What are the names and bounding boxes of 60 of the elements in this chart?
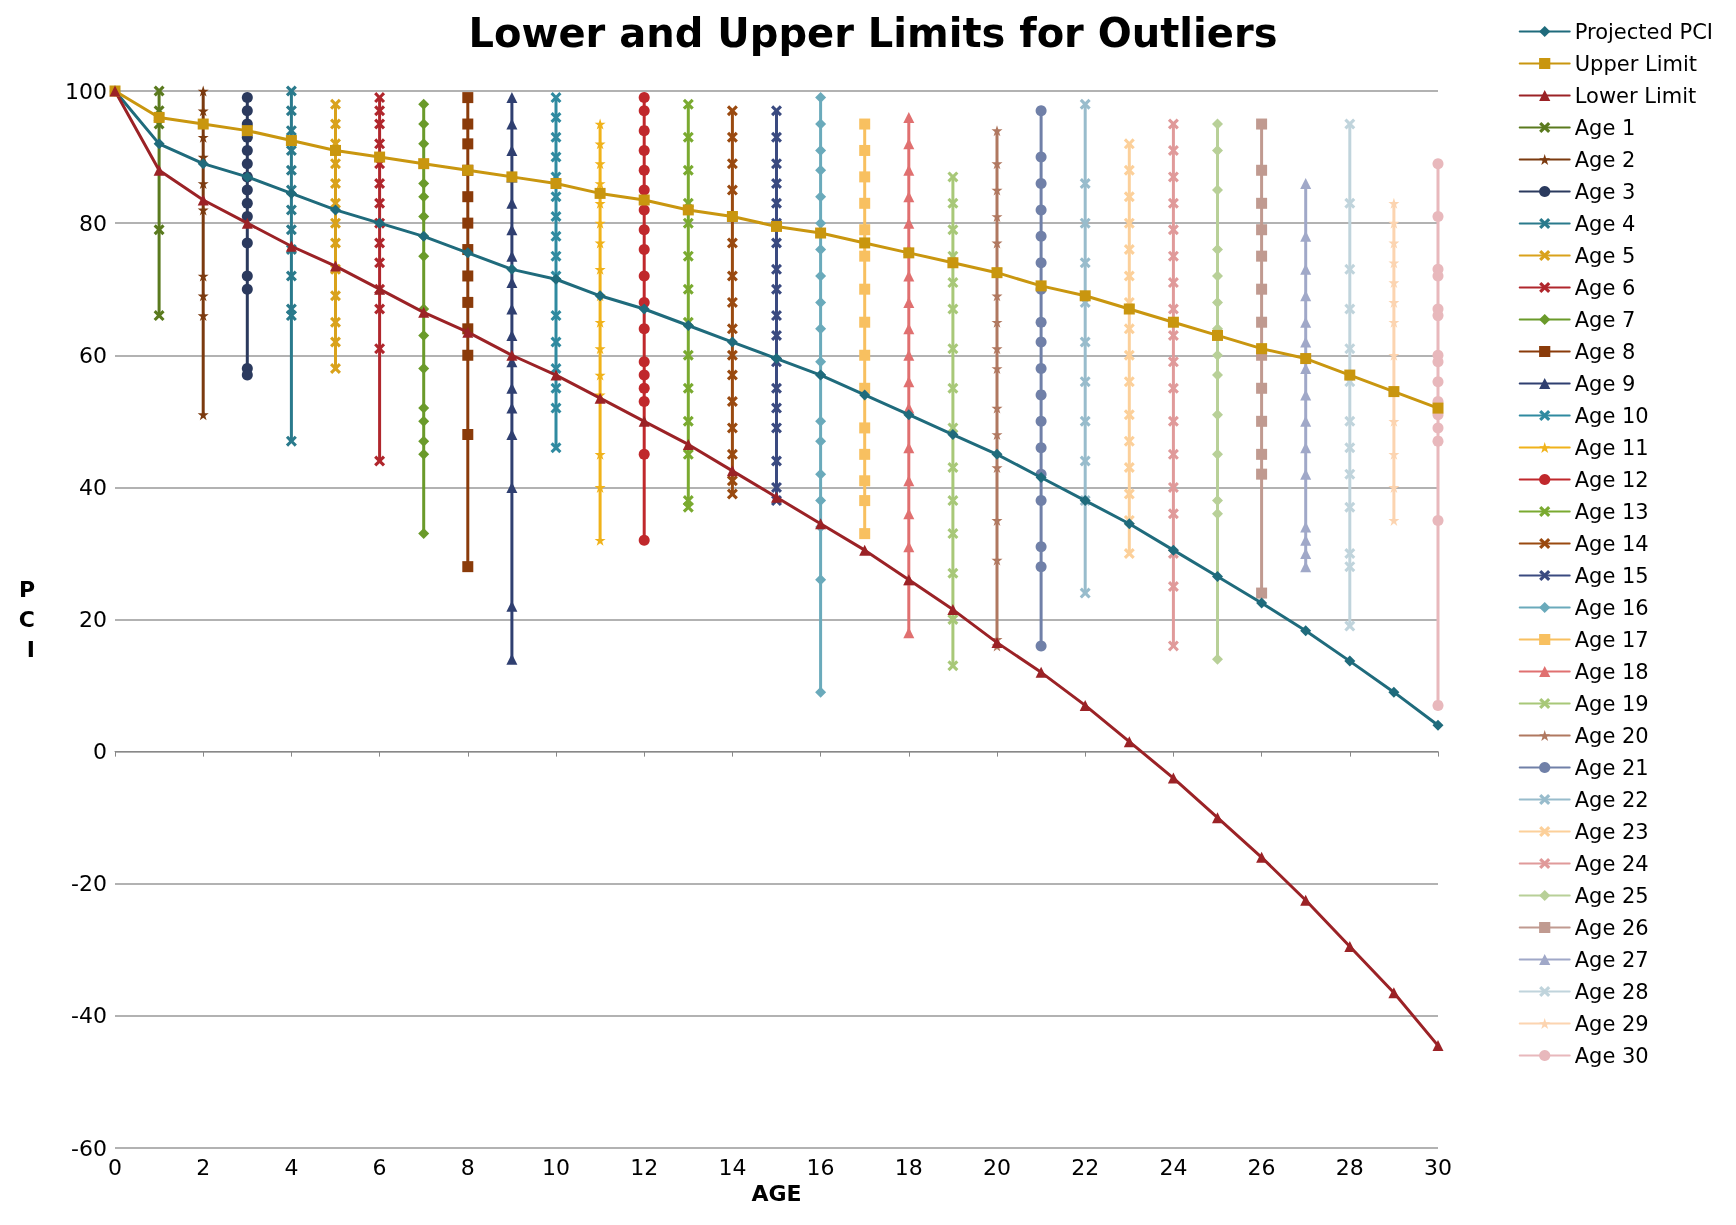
legend-label: Age 23 xyxy=(1574,819,1649,844)
legend-label: Age 10 xyxy=(1574,403,1649,428)
legend-label: Lower Limit xyxy=(1574,83,1697,108)
legend-label: Age 29 xyxy=(1574,1011,1649,1036)
y-axis-title: PCI xyxy=(18,577,35,662)
legend-label: Age 24 xyxy=(1574,851,1649,876)
chart-title: Lower and Upper Limits for Outliers xyxy=(468,10,1278,56)
x-tick-label: 18 xyxy=(894,1154,923,1180)
legend-label: Age 9 xyxy=(1574,371,1636,396)
legend-label: Age 17 xyxy=(1574,627,1649,652)
y-tick-label: 20 xyxy=(79,607,107,632)
legend-label: Age 27 xyxy=(1574,947,1649,972)
legend-label: Age 25 xyxy=(1574,883,1649,908)
legend-label: Age 22 xyxy=(1574,787,1649,812)
y-tick-label: -40 xyxy=(71,1003,107,1029)
x-tick-label: 22 xyxy=(1071,1154,1100,1180)
legend-label: Age 19 xyxy=(1574,691,1649,716)
legend-label: Age 1 xyxy=(1574,115,1636,140)
x-tick-label: 6 xyxy=(372,1154,387,1180)
x-tick-label: 20 xyxy=(983,1154,1011,1180)
y-tick-label: 80 xyxy=(79,210,107,236)
legend-label: Age 15 xyxy=(1574,563,1649,588)
legend-label: Age 16 xyxy=(1574,595,1649,620)
x-tick-label: 12 xyxy=(630,1154,659,1180)
legend-label: Age 28 xyxy=(1574,979,1649,1004)
x-tick-label: 28 xyxy=(1335,1154,1364,1180)
legend-label: Upper Limit xyxy=(1574,51,1698,76)
x-tick-label: 4 xyxy=(284,1154,299,1180)
legend-label: Age 11 xyxy=(1574,435,1649,460)
legend-label: Age 30 xyxy=(1574,1043,1649,1068)
x-tick-label: 2 xyxy=(196,1154,211,1180)
legend-label: Age 6 xyxy=(1574,275,1636,300)
legend-label: Age 7 xyxy=(1574,307,1636,332)
legend-label: Age 4 xyxy=(1574,211,1636,236)
x-axis-title: AGE xyxy=(751,1181,802,1207)
x-tick-label: 14 xyxy=(718,1154,747,1180)
legend-label: Age 8 xyxy=(1574,339,1636,364)
x-tick-label: 10 xyxy=(542,1154,570,1180)
legend-label: Age 20 xyxy=(1574,723,1649,748)
legend-label: Age 21 xyxy=(1574,755,1649,780)
y-tick-label: -20 xyxy=(71,871,107,897)
x-tick-label: 24 xyxy=(1159,1154,1188,1180)
y-tick-label: 60 xyxy=(79,342,107,368)
legend-label: Age 5 xyxy=(1574,243,1636,268)
legend-label: Age 2 xyxy=(1574,147,1636,172)
y-tick-label: 0 xyxy=(93,739,107,765)
y-tick-label: 100 xyxy=(65,78,107,104)
legend-label: Age 14 xyxy=(1574,531,1649,556)
y-tick-label: -60 xyxy=(71,1135,107,1161)
y-tick-label: 40 xyxy=(79,474,107,500)
legend-label: Age 3 xyxy=(1574,179,1636,204)
x-tick-label: 30 xyxy=(1424,1154,1452,1180)
legend-label: Age 26 xyxy=(1574,915,1649,940)
legend-label: Age 18 xyxy=(1574,659,1649,684)
legend-label: Age 13 xyxy=(1574,499,1649,524)
legend-label: Projected PCI xyxy=(1574,19,1713,44)
x-tick-label: 16 xyxy=(806,1154,835,1180)
x-tick-label: 26 xyxy=(1247,1154,1276,1180)
legend-label: Age 12 xyxy=(1574,467,1649,492)
x-tick-label: 8 xyxy=(460,1154,475,1180)
